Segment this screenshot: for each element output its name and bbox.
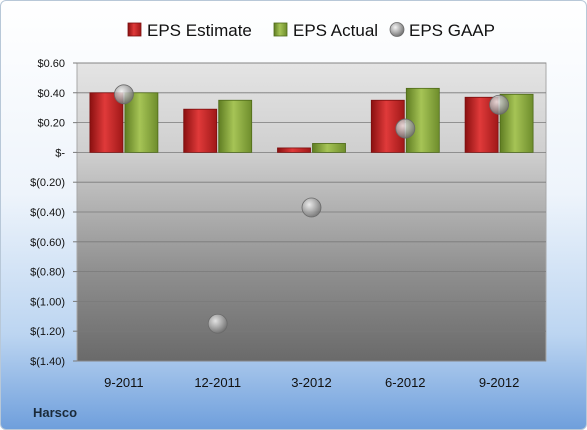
- x-tick-label: 6-2012: [385, 375, 425, 390]
- bar-eps-estimate-12-2011: [183, 108, 218, 153]
- legend-label: EPS Actual: [293, 21, 378, 40]
- y-tick-label: $0.20: [37, 118, 65, 130]
- x-tick-label: 3-2012: [291, 375, 331, 390]
- y-tick-label: $-: [55, 147, 65, 159]
- y-tick-label: $(0.60): [30, 237, 65, 249]
- y-tick-label: $(0.80): [30, 267, 65, 279]
- y-tick-label: $(0.20): [30, 177, 65, 189]
- y-axis-ticks: $0.60 $0.40 $0.20 $- $(0.20) $(0.40) $(0.60) $(…: [30, 58, 65, 368]
- marker-eps-gaap-12-2011: [207, 313, 228, 334]
- y-tick-label: $(0.40): [30, 207, 65, 219]
- bar-eps-actual-3-2012: [312, 143, 346, 153]
- y-tick-label: $(1.40): [30, 356, 65, 368]
- legend-swatch-2: [389, 22, 405, 37]
- bar-eps-estimate-9-2011: [89, 92, 124, 153]
- bar-eps-actual-9-2011: [124, 92, 159, 153]
- bar-eps-actual-12-2011: [218, 99, 253, 153]
- x-tick-label: 12-2011: [194, 375, 241, 390]
- legend: EPS Estimate EPS Actual EPS GAAP: [127, 21, 495, 40]
- marker-eps-gaap-3-2012: [301, 197, 322, 218]
- legend-swatch-0: [127, 22, 142, 37]
- legend-swatch-1: [273, 22, 288, 37]
- bar-eps-actual-6-2012: [405, 87, 440, 153]
- x-tick-label: 9-2011: [104, 375, 144, 390]
- marker-eps-gaap-9-2012: [489, 94, 510, 115]
- gaap-markers: [114, 84, 510, 334]
- company-name: Harsco: [33, 405, 77, 420]
- y-tick-label: $0.40: [37, 88, 65, 100]
- y-tick-label: $(1.00): [30, 296, 65, 308]
- x-tick-label: 9-2012: [479, 375, 519, 390]
- y-tick-label: $0.60: [37, 58, 65, 70]
- x-axis-labels: 9-2011 12-2011 3-2012 6-2012 9-2012: [104, 375, 519, 390]
- y-tick-label: $(1.20): [30, 326, 65, 338]
- marker-eps-gaap-6-2012: [395, 118, 416, 139]
- legend-label: EPS Estimate: [147, 21, 252, 40]
- marker-eps-gaap-9-2011: [114, 84, 134, 105]
- bar-eps-estimate-3-2012: [277, 147, 311, 153]
- legend-label: EPS GAAP: [409, 21, 495, 40]
